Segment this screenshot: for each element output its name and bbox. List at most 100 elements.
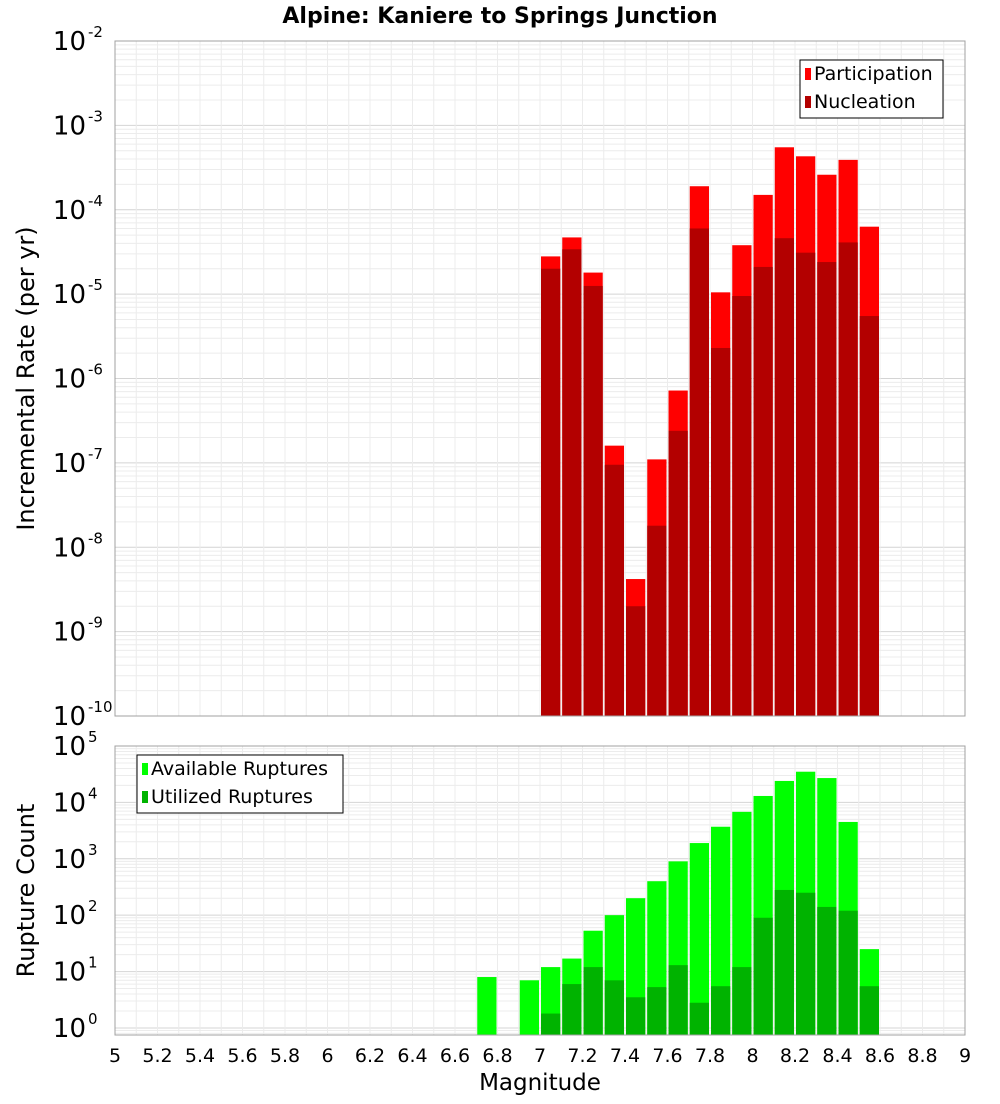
bar-series2 xyxy=(583,967,603,1035)
bar-series2 xyxy=(604,980,624,1035)
bar-series1 xyxy=(477,977,497,1035)
plot-border xyxy=(114,40,966,717)
x-tick-label: 5.6 xyxy=(227,1045,257,1067)
y-tick-label: 10 xyxy=(53,958,86,988)
bar-series2 xyxy=(583,285,603,716)
y-tick-label: 10 xyxy=(53,1014,86,1044)
y-tick-label: 10 xyxy=(53,845,86,875)
bar-series1 xyxy=(711,826,731,1035)
x-axis-label: Magnitude xyxy=(479,1070,601,1096)
y-tick-exponent: 2 xyxy=(88,897,98,915)
y-tick-label: 10 xyxy=(53,280,86,310)
legend-swatch xyxy=(142,791,148,803)
x-tick-label: 6.2 xyxy=(355,1045,385,1067)
y-tick-label: 10 xyxy=(53,702,86,732)
y-tick-exponent: -4 xyxy=(88,192,103,210)
y-tick-label: 10 xyxy=(53,111,86,141)
bar-series2 xyxy=(753,266,773,716)
bar-series2 xyxy=(753,917,773,1035)
bar-series2 xyxy=(838,910,858,1035)
legend: Participation Nucleation xyxy=(799,59,944,119)
bar-series2 xyxy=(626,606,646,716)
x-tick-label: 7.6 xyxy=(652,1045,682,1067)
x-tick-label: 9 xyxy=(959,1045,971,1067)
x-tick-label: 5.8 xyxy=(270,1045,300,1067)
bar-series2 xyxy=(541,1013,561,1035)
bar-series2 xyxy=(859,986,879,1035)
y-tick-label: 10 xyxy=(53,449,86,479)
bar-series2 xyxy=(859,316,879,716)
y-tick-label: 10 xyxy=(53,788,86,818)
y-tick-label: 10 xyxy=(53,901,86,931)
y-tick-exponent: 5 xyxy=(88,728,98,746)
x-tick-label: 6.8 xyxy=(482,1045,512,1067)
bar-series2 xyxy=(626,997,646,1035)
legend-label: Utilized Ruptures xyxy=(151,786,313,808)
x-tick-label: 8.4 xyxy=(822,1045,852,1067)
y-tick-label: 10 xyxy=(53,732,86,762)
y-tick-exponent: 0 xyxy=(88,1010,98,1028)
y-axis-label: Incremental Rate (per yr) xyxy=(12,226,40,530)
plot-border xyxy=(114,745,966,1036)
bar-series2 xyxy=(796,252,816,716)
y-tick-exponent: -8 xyxy=(88,529,103,547)
bar-series2 xyxy=(604,464,624,716)
y-tick-label: 10 xyxy=(53,618,86,648)
y-tick-exponent: -7 xyxy=(88,445,103,463)
x-tick-label: 6.6 xyxy=(440,1045,470,1067)
x-tick-label: 8.6 xyxy=(865,1045,895,1067)
y-tick-exponent: -3 xyxy=(88,107,103,125)
bar-series2 xyxy=(774,889,794,1035)
x-tick-label: 7.4 xyxy=(610,1045,640,1067)
bar-series2 xyxy=(711,347,731,716)
y-tick-exponent: -5 xyxy=(88,276,103,294)
x-tick-label: 5.2 xyxy=(142,1045,172,1067)
bar-series2 xyxy=(774,238,794,716)
bar-series2 xyxy=(711,986,731,1035)
legend: Available Ruptures Utilized Ruptures xyxy=(136,754,344,814)
y-tick-exponent: -9 xyxy=(88,614,103,632)
chart-title: Alpine: Kaniere to Springs Junction xyxy=(282,4,717,29)
bar-series2 xyxy=(689,228,709,716)
legend-swatch xyxy=(805,68,811,80)
x-tick-label: 6.4 xyxy=(397,1045,427,1067)
bar-series2 xyxy=(541,268,561,716)
bar-series2 xyxy=(732,296,752,716)
legend-box xyxy=(136,754,344,814)
x-tick-label: 5 xyxy=(109,1045,121,1067)
y-tick-label: 10 xyxy=(53,365,86,395)
bar-series2 xyxy=(647,525,667,716)
bar-series2 xyxy=(562,984,582,1035)
bar-series1 xyxy=(519,980,539,1035)
legend-label: Available Ruptures xyxy=(151,758,328,780)
y-tick-exponent: 4 xyxy=(88,784,98,802)
bar-series2 xyxy=(668,965,688,1035)
x-tick-label: 7.2 xyxy=(567,1045,597,1067)
bar-series2 xyxy=(562,249,582,716)
x-tick-label: 8.2 xyxy=(780,1045,810,1067)
bar-series2 xyxy=(817,906,837,1035)
x-tick-label: 7 xyxy=(534,1045,546,1067)
bar-series2 xyxy=(796,892,816,1035)
bar-series2 xyxy=(668,430,688,716)
bar-series1 xyxy=(689,843,709,1035)
x-tick-label: 8.8 xyxy=(907,1045,937,1067)
x-tick-label: 8 xyxy=(746,1045,758,1067)
y-tick-label: 10 xyxy=(53,533,86,563)
y-axis-label: Rupture Count xyxy=(12,804,40,978)
legend-swatch xyxy=(142,763,148,775)
legend-swatch xyxy=(805,96,811,108)
legend-label: Nucleation xyxy=(814,91,916,113)
y-tick-label: 10 xyxy=(53,196,86,226)
legend-box xyxy=(799,59,944,119)
x-tick-label: 6 xyxy=(321,1045,333,1067)
x-tick-label: 7.8 xyxy=(695,1045,725,1067)
y-tick-exponent: -2 xyxy=(88,23,103,41)
x-tick-label: 5.4 xyxy=(185,1045,215,1067)
bar-series2 xyxy=(732,967,752,1035)
bar-series2 xyxy=(817,262,837,716)
y-tick-label: 10 xyxy=(53,27,86,57)
